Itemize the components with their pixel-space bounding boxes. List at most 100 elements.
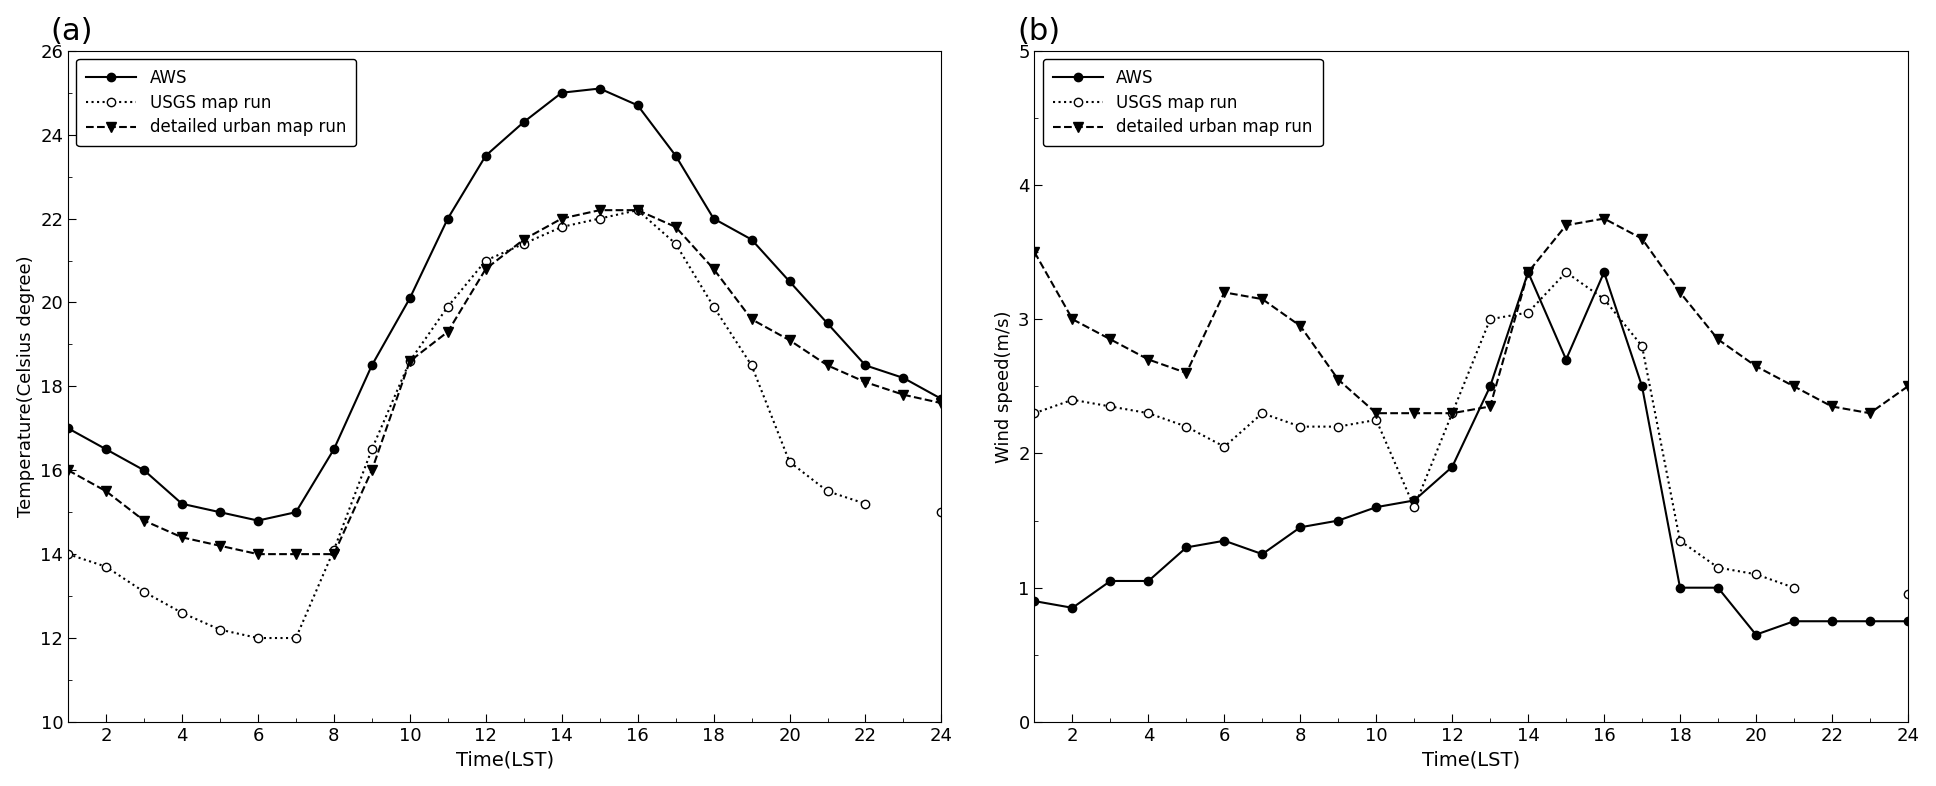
AWS — [246, 516, 269, 525]
detailed urban map run — [1859, 409, 1882, 418]
detailed urban map run — [815, 361, 838, 370]
USGS map run — [664, 239, 687, 248]
AWS — [625, 101, 649, 110]
USGS map run — [56, 549, 79, 559]
detailed urban map run — [1212, 288, 1235, 297]
detailed urban map run — [589, 205, 612, 215]
detailed urban map run — [740, 314, 763, 324]
detailed urban map run — [892, 390, 916, 399]
detailed urban map run — [854, 377, 877, 387]
detailed urban map run — [1365, 409, 1388, 418]
USGS map run — [1744, 570, 1768, 579]
Line: detailed urban map run: detailed urban map run — [1030, 214, 1913, 418]
USGS map run — [1251, 409, 1274, 418]
detailed urban map run — [209, 541, 232, 550]
Line: USGS map run: USGS map run — [1030, 268, 1913, 599]
USGS map run — [854, 499, 877, 509]
detailed urban map run — [1289, 321, 1313, 331]
detailed urban map run — [1326, 375, 1349, 384]
USGS map run — [1212, 442, 1235, 451]
X-axis label: Time(LST): Time(LST) — [1423, 751, 1520, 769]
detailed urban map run — [1175, 368, 1198, 377]
AWS — [1100, 576, 1123, 586]
Line: AWS: AWS — [1030, 268, 1913, 639]
USGS map run — [1365, 415, 1388, 424]
AWS — [321, 445, 345, 454]
USGS map run — [1289, 422, 1313, 432]
AWS — [892, 373, 916, 383]
USGS map run — [815, 487, 838, 496]
detailed urban map run — [360, 465, 383, 475]
USGS map run — [1061, 395, 1084, 405]
Y-axis label: Wind speed(m/s): Wind speed(m/s) — [995, 310, 1013, 463]
detailed urban map run — [170, 533, 194, 542]
AWS — [170, 499, 194, 509]
AWS — [589, 84, 612, 94]
AWS — [740, 235, 763, 244]
Line: USGS map run: USGS map run — [64, 206, 945, 642]
USGS map run — [1630, 341, 1653, 351]
detailed urban map run — [550, 214, 573, 223]
Legend: AWS, USGS map run, detailed urban map run: AWS, USGS map run, detailed urban map ru… — [76, 59, 356, 146]
detailed urban map run — [474, 264, 498, 274]
detailed urban map run — [321, 549, 345, 559]
USGS map run — [1100, 402, 1123, 411]
AWS — [703, 214, 726, 223]
USGS map run — [1895, 590, 1919, 599]
AWS — [56, 424, 79, 433]
detailed urban map run — [1479, 402, 1502, 411]
Text: (a): (a) — [50, 17, 93, 46]
USGS map run — [929, 508, 953, 517]
AWS — [1479, 382, 1502, 391]
USGS map run — [1706, 563, 1729, 572]
AWS — [1251, 549, 1274, 559]
USGS map run — [1402, 502, 1425, 512]
detailed urban map run — [1895, 382, 1919, 391]
USGS map run — [474, 255, 498, 265]
USGS map run — [246, 634, 269, 643]
detailed urban map run — [1820, 402, 1843, 411]
AWS — [550, 88, 573, 97]
AWS — [436, 214, 459, 223]
AWS — [1365, 502, 1388, 512]
AWS — [1022, 597, 1045, 606]
USGS map run — [285, 634, 308, 643]
detailed urban map run — [95, 487, 118, 496]
USGS map run — [399, 357, 422, 366]
USGS map run — [1479, 314, 1502, 324]
AWS — [815, 318, 838, 328]
detailed urban map run — [513, 235, 536, 244]
AWS — [1212, 536, 1235, 545]
USGS map run — [95, 562, 118, 571]
detailed urban map run — [703, 264, 726, 274]
AWS — [1669, 583, 1692, 593]
AWS — [513, 117, 536, 127]
Legend: AWS, USGS map run, detailed urban map run: AWS, USGS map run, detailed urban map ru… — [1044, 59, 1322, 146]
AWS — [1402, 496, 1425, 505]
detailed urban map run — [1669, 288, 1692, 297]
AWS — [95, 445, 118, 454]
USGS map run — [1783, 583, 1806, 593]
USGS map run — [436, 302, 459, 311]
detailed urban map run — [778, 336, 802, 345]
detailed urban map run — [1402, 409, 1425, 418]
USGS map run — [1175, 422, 1198, 432]
AWS — [1136, 576, 1160, 586]
USGS map run — [1669, 536, 1692, 545]
USGS map run — [1022, 409, 1045, 418]
AWS — [1820, 616, 1843, 626]
AWS — [1326, 516, 1349, 525]
USGS map run — [1593, 295, 1617, 304]
USGS map run — [778, 457, 802, 467]
Line: AWS: AWS — [64, 84, 945, 525]
AWS — [778, 277, 802, 286]
USGS map run — [1516, 308, 1539, 318]
AWS — [1895, 616, 1919, 626]
detailed urban map run — [1251, 295, 1274, 304]
AWS — [209, 508, 232, 517]
detailed urban map run — [664, 222, 687, 232]
AWS — [1440, 462, 1464, 472]
Line: detailed urban map run: detailed urban map run — [64, 205, 947, 559]
detailed urban map run — [1136, 354, 1160, 364]
USGS map run — [321, 545, 345, 555]
